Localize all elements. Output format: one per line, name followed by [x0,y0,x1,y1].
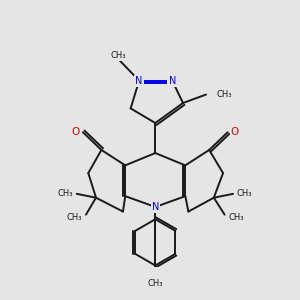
Text: CH₃: CH₃ [148,279,163,288]
Text: N: N [152,202,159,212]
Text: CH₃: CH₃ [228,213,244,222]
Text: CH₃: CH₃ [67,213,82,222]
Text: CH₃: CH₃ [217,90,233,99]
Text: O: O [72,127,80,137]
Text: N: N [169,76,176,86]
Text: O: O [231,127,239,137]
Text: N: N [135,76,143,86]
Text: CH₃: CH₃ [111,51,126,60]
Text: CH₃: CH₃ [237,189,252,198]
Text: CH₃: CH₃ [57,189,73,198]
